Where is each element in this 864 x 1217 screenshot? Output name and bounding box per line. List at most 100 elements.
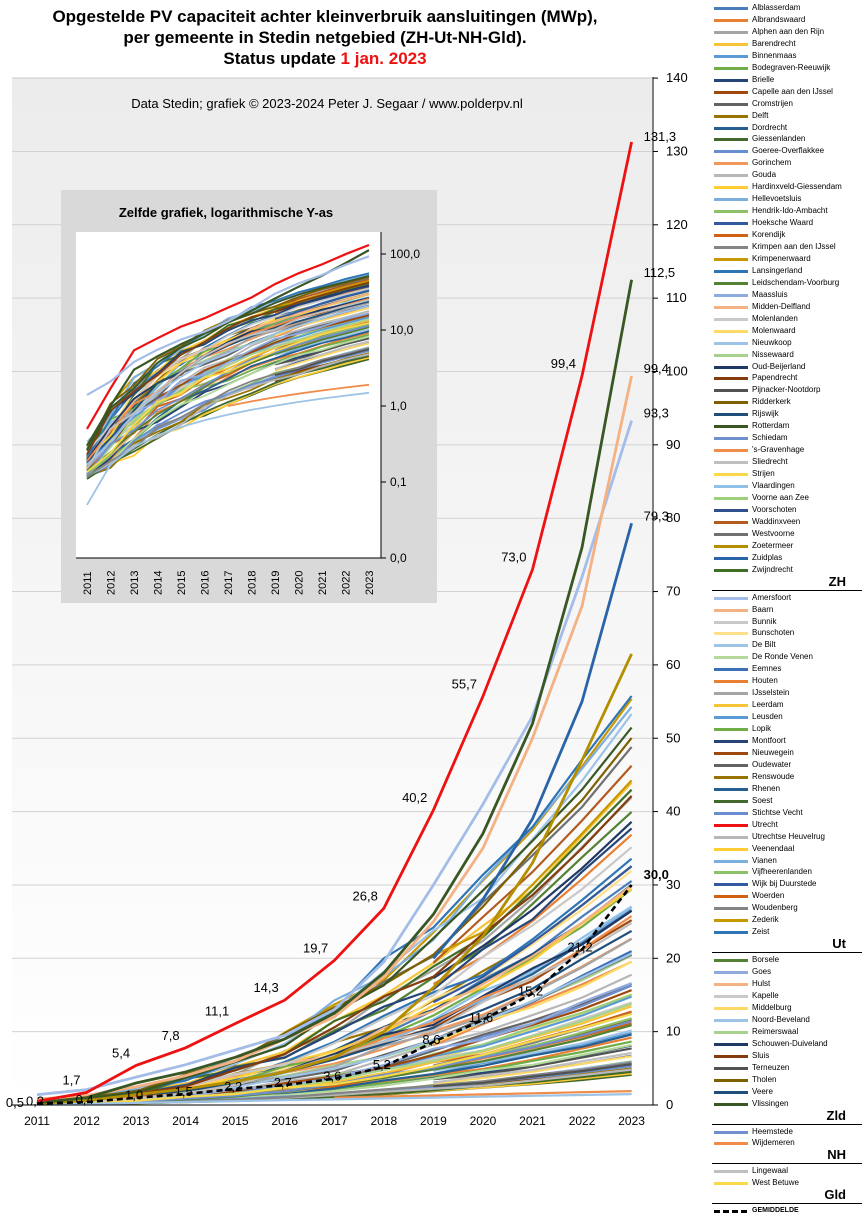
credit-text: Data Stedin; grafiek © 2023-2024 Peter J… [131,96,523,111]
legend-label: Nissewaard [752,349,794,359]
inset-line-sluis [86,281,370,455]
inset-x-tick-label: 2021 [317,571,329,595]
average-value-label: 1,0 [125,1088,143,1103]
legend-label: Zuidplas [752,552,783,562]
line-sliedrecht [433,1051,632,1084]
legend-label: Bunschoten [752,628,795,638]
line-wijk-bij-duurstede [432,865,633,1004]
legend-label: Oud-Beijerland [752,361,806,371]
legend-swatch [714,1102,748,1106]
average-value-label: 1,5 [175,1084,193,1099]
inset-x-tick-label: 2017 [223,571,235,595]
inset-x-tick-label: 2023 [364,571,376,595]
inset-y-tick-label: 0,1 [390,475,407,489]
legend-group-label: Zld [826,1107,847,1123]
legend-swatch [714,7,748,10]
legend-swatch [714,30,748,34]
legend-swatch [714,54,748,58]
highlighted-lines [36,141,633,1105]
y-tick-label: 0 [666,1097,673,1112]
inset-line-montfoort [86,285,370,450]
utrecht-value-label: 0,5 [6,1095,24,1110]
legend-swatch [714,716,748,720]
legend-label: Heemstede [752,1126,793,1136]
legend-swatch [714,102,748,106]
legend-swatch [714,799,748,803]
x-tick-label: 2013 [123,1114,150,1128]
line-gemiddelde [36,884,633,1105]
legend-swatch [714,520,748,524]
legend-swatch [714,246,748,249]
legend-swatch [714,329,748,333]
inset-x-tick-label: 2013 [129,571,141,595]
legend-label: Midden-Delfland [752,301,811,311]
legend-label: Westvoorne [752,528,795,538]
legend-swatch [714,971,748,975]
legend-swatch [714,656,748,660]
legend-label: Rotterdam [752,421,790,431]
legend-label: Hardinxveld-Giessendam [752,182,842,192]
legend-label: Molenlanden [752,313,798,323]
legend-label: Goes [752,967,772,977]
y-tick-label: 20 [666,950,680,965]
y-tick-label: 50 [666,730,680,745]
utrecht-value-label: 14,3 [253,980,278,995]
legend-swatch [714,401,748,405]
legend-swatch [714,66,748,70]
line-molenwaard [433,1055,632,1085]
y-tick-label: 120 [666,217,688,232]
x-tick-label: 2023 [618,1114,645,1128]
line--s-gravenhage [432,960,633,1047]
line-noord-beveland [36,1093,632,1106]
legend-label: Krimpenerwaard [752,253,811,263]
line-oud-beijerland [432,820,633,980]
y-tick-label: 30 [666,877,680,892]
inset-line-amersfoort [86,255,370,396]
legend-swatch [714,473,748,477]
legend-swatch [714,632,748,636]
legend-label: Dordrecht [752,122,788,132]
legend-group-divider [712,1163,862,1165]
legend-swatch [714,186,748,190]
legend-label: Vlissingen [752,1098,789,1108]
inset-y-tick-label: 1,0 [390,399,407,413]
legend-swatch [714,1042,748,1046]
legend-label: Capelle aan den IJssel [752,86,833,96]
legend-swatch [714,138,748,142]
legend-swatch [714,931,748,935]
legend-swatch [714,728,748,732]
legend-group-label: ZH [828,573,846,589]
line-zederik [432,779,633,957]
inset-y-tick-label: 100,0 [390,247,420,261]
legend-swatch [714,293,748,297]
legend-swatch [714,1018,748,1022]
legend-label: Schiedam [752,433,788,443]
legend-label: Strijen [752,469,775,479]
x-tick-label: 2020 [470,1114,497,1128]
chart-title: Opgestelde PV capaciteit achter kleinver… [0,6,650,69]
legend-swatch [714,461,748,465]
legend-label: GEMIDDELDE [752,1207,799,1215]
legend-label: Goeree-Overflakkee [752,146,825,156]
legend-swatch [714,198,748,202]
utrecht-value-label: 26,8 [353,888,378,903]
utrecht-value-label: 7,8 [162,1028,180,1043]
legend-swatch [714,1170,748,1174]
legend-label: Nieuwkoop [752,337,792,347]
inset-line-woudenberg [86,347,370,478]
inset-line-noord-beveland [86,391,370,506]
x-tick-label: 2011 [24,1114,50,1128]
utrecht-value-label: 11,1 [205,1004,229,1019]
legend-swatch [714,126,748,130]
legend-swatch [714,871,748,875]
legend-label: Borsele [752,955,780,965]
inset-x-tick-label: 2012 [106,571,118,595]
legend-swatch [714,787,748,791]
average-value-label: 11,6 [469,1010,493,1025]
y-tick-label: 10 [666,1024,680,1039]
legend-label: Zeist [752,927,770,937]
legend-swatch [714,485,748,488]
legend-swatch [714,365,748,369]
inset-line-reimerswaal [86,318,370,475]
